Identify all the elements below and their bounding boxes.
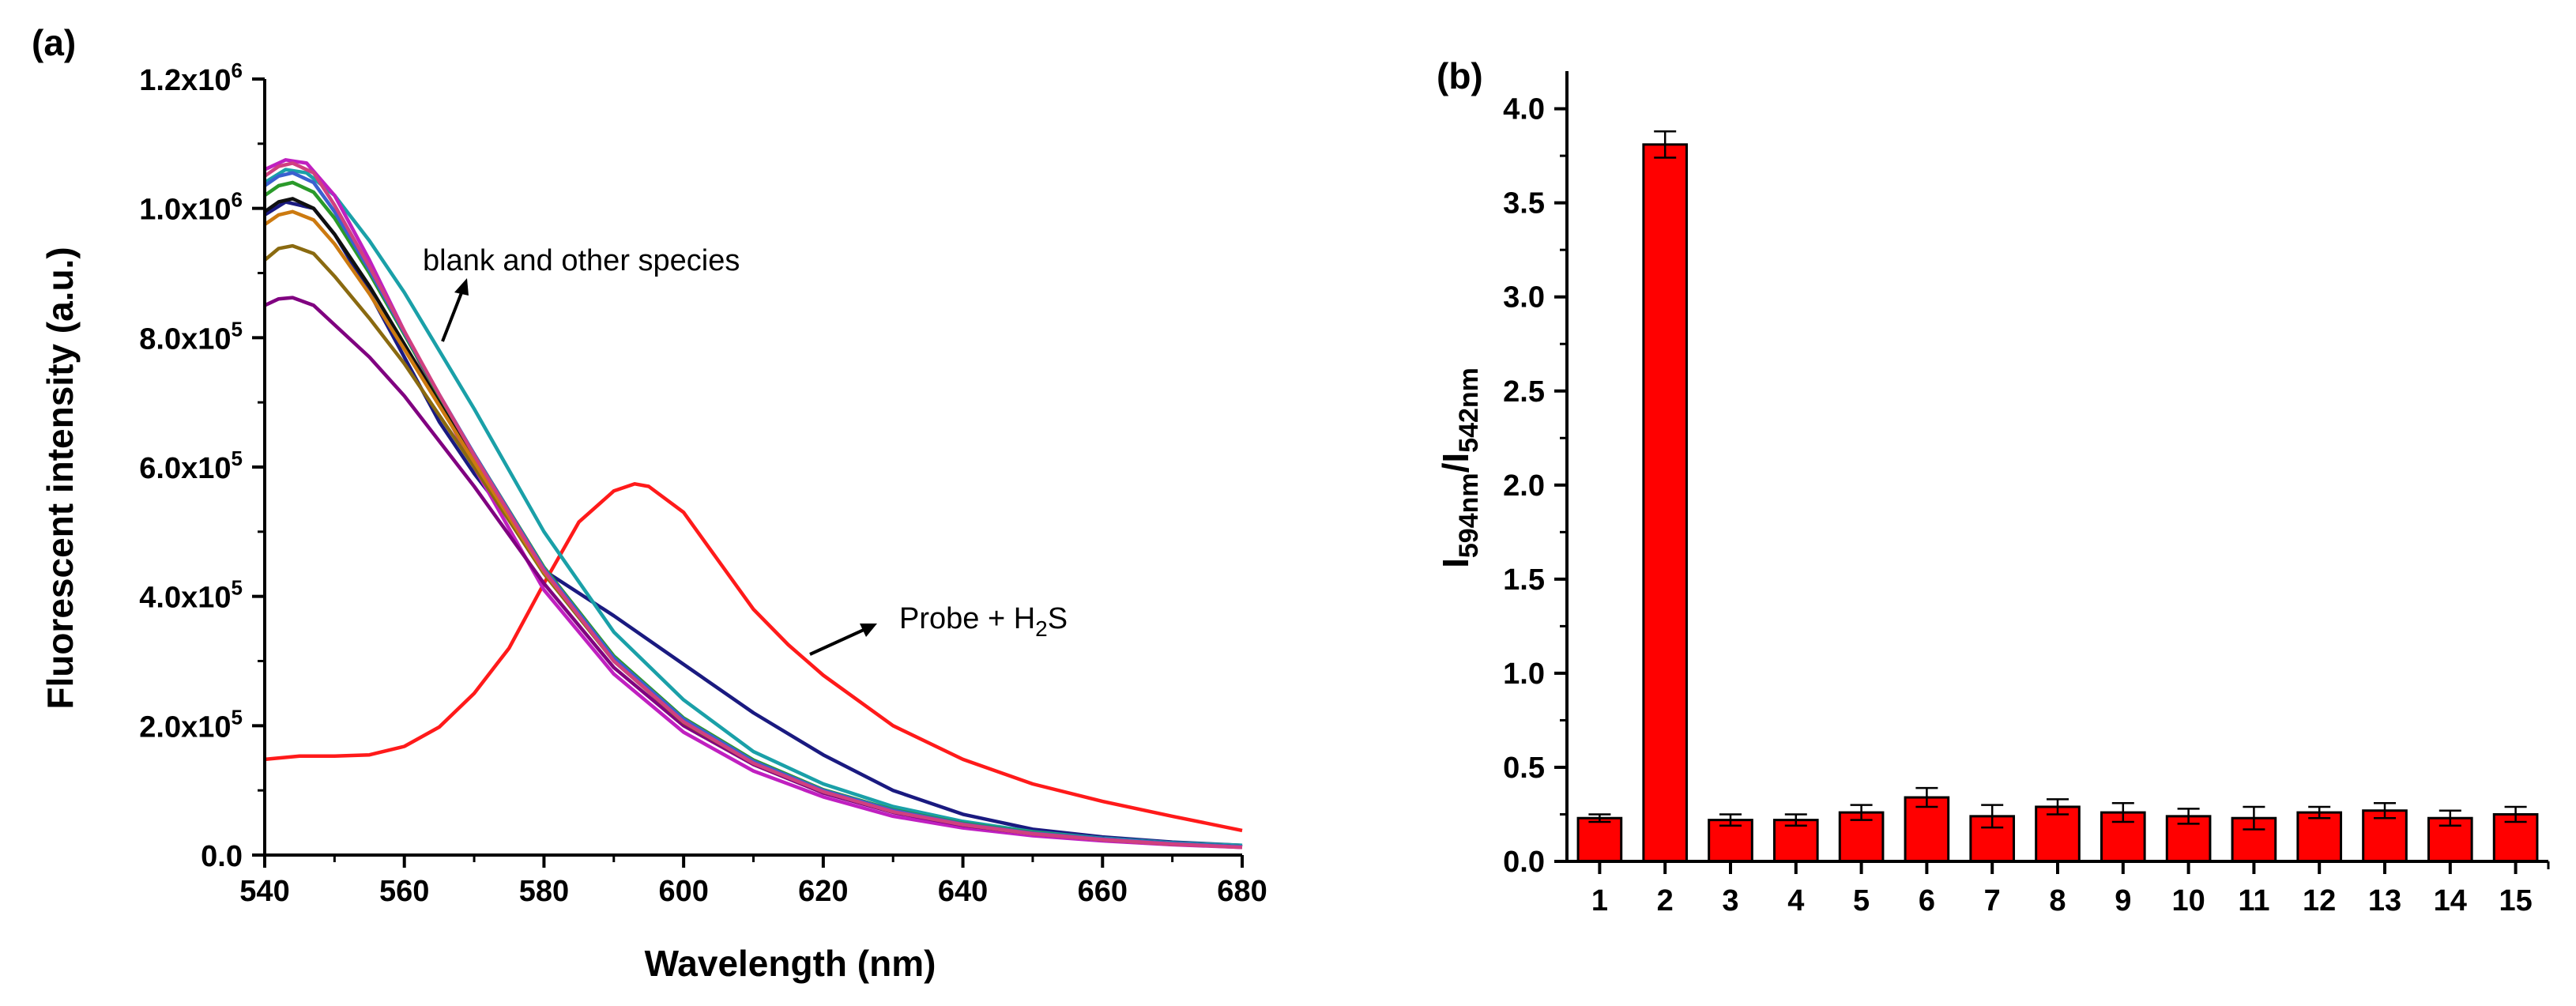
y-tick-label: 4.0 (1503, 93, 1545, 126)
x-tick-label-8: 8 (2049, 884, 2066, 917)
series-line-6 (263, 243, 1243, 849)
annotation-blank-arrowhead (454, 278, 469, 296)
x-tick-label: 660 (1078, 875, 1128, 908)
y-tick-label: 0.0 (201, 840, 243, 873)
panel-a-x-axis-title: Wavelength (nm) (645, 943, 936, 984)
annotation-probe-h2s: Probe + H2S (899, 602, 1068, 641)
panel-a-y-axis-title: Fluorescent intensity (a.u.) (40, 247, 81, 709)
panel-b-bars (1576, 130, 2539, 863)
panel-b-y-axis-title: I594nm/I542nm (1435, 367, 1484, 568)
panel-b-label: (b) (1437, 55, 1483, 96)
annotation-probe-arrowhead (860, 624, 877, 637)
x-tick-label-3: 3 (1722, 884, 1738, 917)
x-tick-label: 680 (1217, 875, 1267, 908)
series-line-1 (264, 482, 1243, 833)
x-tick-label: 560 (379, 875, 429, 908)
annotation-blank-species: blank and other species (423, 244, 740, 277)
y-tick-label: 3.0 (1503, 281, 1545, 315)
x-tick-label-12: 12 (2303, 884, 2336, 917)
bar-12 (2296, 811, 2343, 863)
x-tick-label-11: 11 (2238, 884, 2269, 917)
series-line-2 (263, 200, 1243, 847)
y-tick-label: 1.2x106 (139, 58, 243, 97)
x-tick-label-2: 2 (1657, 884, 1674, 917)
y-tick-label: 8.0x105 (139, 317, 243, 356)
panel-a-axes: 540 560 580 600 620 640 660 680 0.0 2.0x105 4.0x10… (139, 58, 1267, 908)
y-tick-label: 1.0x106 (139, 188, 243, 227)
x-tick-label-7: 7 (1984, 884, 2001, 917)
x-tick-label-4: 4 (1787, 884, 1804, 917)
series-line-8 (263, 180, 1243, 849)
series-line-10 (263, 171, 1243, 849)
x-tick-label-9: 9 (2115, 884, 2131, 917)
y-tick-label: 1.0 (1503, 657, 1545, 691)
x-tick-label-1: 1 (1591, 884, 1608, 917)
x-tick-label: 580 (519, 875, 569, 908)
y-tick-label: 4.0x105 (139, 576, 243, 615)
panel-a-line-chart: (a) 540 560 580 600 620 640 660 680 0.0 2.0x105 4.… (32, 22, 1267, 984)
x-tick-label: 640 (938, 875, 988, 908)
y-tick-label: 6.0x105 (139, 446, 243, 485)
x-tick-label: 620 (798, 875, 848, 908)
y-tick-label: 2.5 (1503, 375, 1545, 409)
panel-b-axes: 1 2 3 4 5 6 7 8 9 10 11 12 13 14 150.00.51.01.52.02.53… (1503, 71, 2550, 917)
series-line-4 (264, 158, 1243, 850)
x-tick-label-14: 14 (2434, 884, 2467, 917)
y-tick-label: 0.5 (1503, 752, 1545, 785)
x-tick-label-6: 6 (1919, 884, 1935, 917)
x-tick-label: 600 (658, 875, 708, 908)
y-tick-label: 3.5 (1503, 187, 1545, 220)
y-tick-label: 2.0 (1503, 469, 1545, 503)
series-line-11 (263, 161, 1243, 850)
y-tick-label: 1.5 (1503, 563, 1545, 597)
panel-b-bar-chart: (b) 1 2 3 4 5 6 7 8 9 10 11 12 13 14 150.00.51.01.52.0… (1435, 55, 2550, 917)
x-tick-label-10: 10 (2171, 884, 2205, 917)
x-tick-label-5: 5 (1853, 884, 1870, 917)
panel-a-series (263, 158, 1243, 850)
bar-2 (1642, 143, 1689, 863)
panel-a-label: (a) (32, 22, 76, 63)
x-tick-label-15: 15 (2499, 884, 2532, 917)
y-tick-label: 2.0x105 (139, 705, 243, 744)
bar-1 (1576, 816, 1623, 863)
y-tick-label: 0.0 (1503, 846, 1545, 879)
x-tick-label: 540 (239, 875, 289, 908)
x-tick-label-13: 13 (2368, 884, 2401, 917)
annotation-blank-arrow (441, 290, 464, 342)
annotation-probe-arrow (809, 628, 864, 656)
